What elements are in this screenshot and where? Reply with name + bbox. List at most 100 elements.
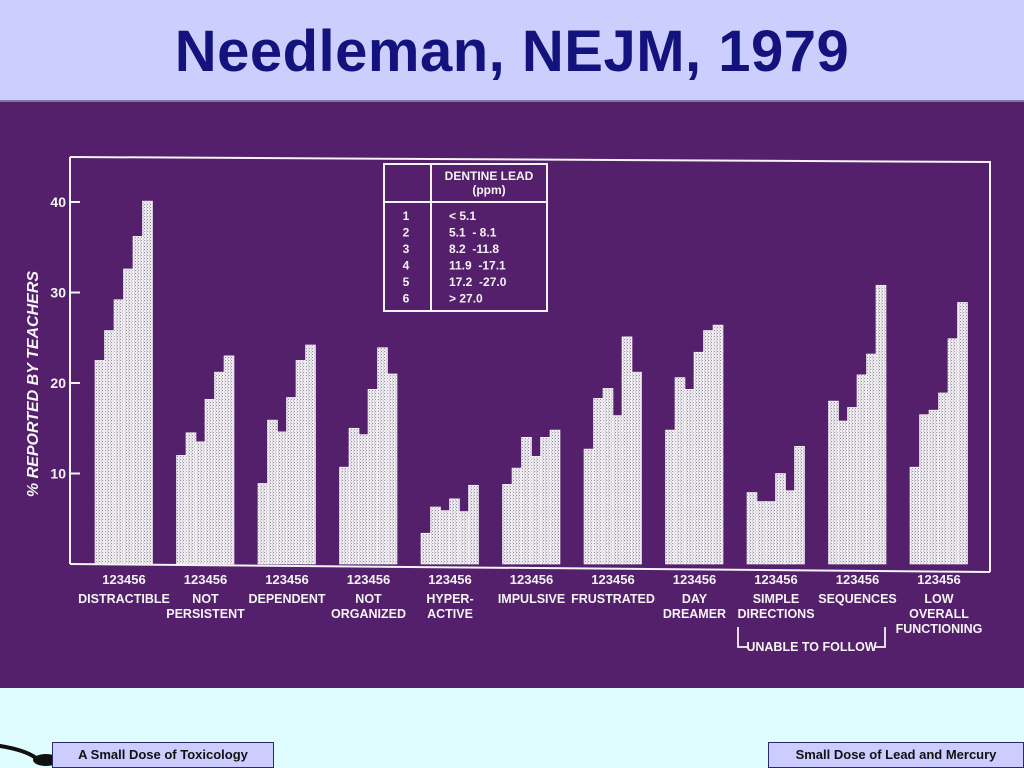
bar [856,374,868,565]
bar [123,268,134,565]
legend-range: > 27.0 [449,292,483,306]
category-label: SEQUENCES [818,592,897,606]
legend-key: 1 [403,209,410,223]
footer-course-label: A Small Dose of Toxicology [52,742,274,768]
bar [593,398,604,565]
bar [674,377,686,565]
bar [223,355,235,565]
bar [947,338,959,565]
annotation-bracket [875,627,886,648]
legend-range: 5.1 - 8.1 [449,226,497,240]
category-label: HYPER- [426,592,473,606]
bar [430,506,441,565]
bar [358,434,369,565]
bar [684,389,695,565]
bar [837,420,849,565]
bar [549,429,561,565]
bar [305,344,316,565]
bar [583,448,595,565]
bar [909,466,921,565]
bar [367,389,379,565]
category-label: LOW [924,592,953,606]
y-axis: 10 20 30 40 [50,157,991,573]
category-label: IMPULSIVE [498,592,565,606]
bar [458,511,470,565]
category-label: PERSISTENT [166,607,245,621]
series-number-labels: 123456 [917,572,960,587]
bar [214,371,225,565]
bar [142,200,153,565]
bar [276,431,288,565]
category-label: FRUSTRATED [571,592,655,606]
bar [794,446,805,565]
category-label: FUNCTIONING [896,622,983,636]
bar [665,429,676,565]
bar [185,432,197,565]
y-axis-label: % REPORTED BY TEACHERS [25,271,42,497]
category-label: ACTIVE [427,607,473,621]
annotation-label: UNABLE TO FOLLOW [746,640,877,654]
bar [693,351,705,565]
category-label: SIMPLE [753,592,800,606]
bar [132,236,144,565]
chart-frame [69,156,991,572]
series-number-labels: 123456 [102,572,145,587]
bar [775,473,786,565]
x-axis-line [69,563,991,573]
bar [511,467,523,565]
legend-range: 17.2 -27.0 [449,275,507,289]
series-number-labels: 123456 [510,572,553,587]
bar [756,501,767,565]
legend-range: < 5.1 [449,209,476,223]
bar [502,484,513,565]
series-number-labels: 123456 [754,572,797,587]
legend-key: 4 [403,259,410,273]
group-annotation: UNABLE TO FOLLOW [737,627,886,654]
legend-range: 8.2 -11.8 [449,242,499,256]
legend-key: 5 [403,275,410,289]
category-label: NOT [192,592,219,606]
series-number-labels: 123456 [265,572,308,587]
bar [631,371,642,565]
bar [828,400,839,565]
bar [746,492,758,565]
bar [295,360,307,565]
bar [386,373,398,565]
bar [104,330,115,565]
category-label: DAY [682,592,708,606]
category-label: DIRECTIONS [737,607,814,621]
bar [521,436,532,565]
series-number-labels: 123456 [184,572,227,587]
chart-panel [0,102,1024,688]
bar [602,388,614,565]
category-label: DISTRACTIBLE [78,592,170,606]
category-label: OVERALL [909,607,969,621]
legend-box: DENTINE LEAD(ppm) 1 < 5.1 2 5.1 - 8.1 3 8.2 -1… [383,163,548,312]
bar [875,284,887,565]
footer-topic-label: Small Dose of Lead and Mercury [768,742,1024,768]
bar [377,347,388,565]
bar [703,330,714,565]
title-bar: Needleman, NEJM, 1979 [0,0,1024,102]
series-number-labels: 123456 [673,572,716,587]
bar [957,302,968,565]
bar [439,510,451,565]
bar [348,427,360,565]
bar [195,441,206,565]
legend-range: 11.9 -17.1 [449,259,506,273]
category-label: ORGANIZED [331,607,406,621]
y-tick-label: 40 [50,194,66,210]
bar [468,484,479,565]
annotation-bracket [737,627,748,648]
bar [420,532,432,565]
series-number-labels: 123456 [836,572,879,587]
bar [612,415,623,565]
bars-layer [94,200,968,565]
bar [712,324,724,565]
bar [928,409,940,565]
series-number-labels: 123456 [428,572,471,587]
bar [784,490,796,565]
series-number-labels: 123456 [591,572,634,587]
bar [113,299,125,565]
